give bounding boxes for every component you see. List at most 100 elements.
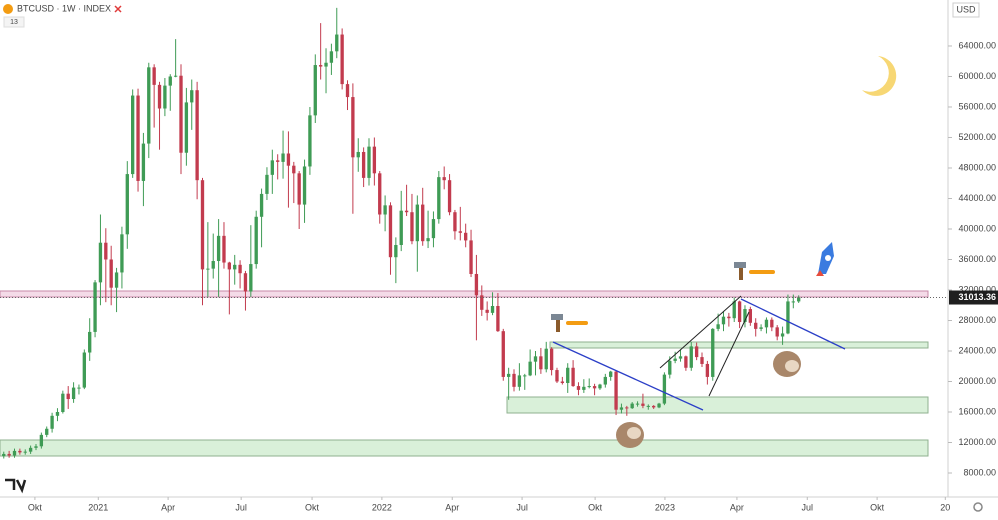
- candle-body: [694, 346, 699, 358]
- candle-body: [211, 261, 215, 269]
- candle-body: [651, 405, 656, 408]
- settings-icon[interactable]: [973, 502, 983, 512]
- y-tick-label: 44000.00: [958, 193, 996, 203]
- candle-body: [764, 319, 769, 328]
- candle-body: [759, 327, 763, 329]
- candle-body: [775, 327, 779, 337]
- candle-body: [351, 97, 355, 158]
- candle-body: [45, 428, 49, 435]
- candle-body: [93, 282, 97, 332]
- candle-body: [544, 348, 548, 370]
- header: BTCUSD · 1W · INDEX 13 USD: [3, 2, 980, 28]
- candle-body: [50, 415, 54, 429]
- candle-body: [141, 143, 146, 181]
- candle-body: [431, 219, 436, 239]
- x-tick-label: 2022: [372, 502, 392, 512]
- candle-body: [668, 360, 672, 375]
- candle-body: [233, 264, 237, 270]
- candle-body: [447, 180, 452, 213]
- badge-box: [3, 16, 25, 28]
- candle-body: [689, 346, 693, 368]
- candle-body: [324, 62, 328, 67]
- x-tick-label: Apr: [445, 502, 459, 512]
- drawings: [551, 56, 897, 448]
- currency: USD: [956, 4, 976, 14]
- candle-body: [82, 352, 86, 388]
- candle-body: [609, 371, 613, 377]
- candle-body: [394, 245, 398, 258]
- candle-body: [673, 358, 677, 361]
- trend-line: [552, 341, 704, 411]
- candle-body: [635, 403, 640, 405]
- candle-body: [490, 306, 495, 313]
- candle-body: [372, 146, 377, 174]
- candle-body: [512, 373, 516, 387]
- candle-body: [2, 453, 6, 457]
- candle-body: [335, 34, 339, 52]
- candle-body: [485, 309, 489, 313]
- candle-body: [517, 375, 522, 387]
- candle-body: [163, 85, 167, 109]
- x-tick-label: Okt: [305, 502, 320, 512]
- zones: [0, 290, 929, 457]
- candle-body: [727, 316, 731, 319]
- candle-body: [243, 273, 248, 292]
- hammer-icon: [734, 262, 775, 280]
- candle-body: [603, 376, 607, 385]
- candle-body: [410, 212, 414, 242]
- candle-body: [453, 212, 457, 232]
- candle-body: [114, 272, 119, 288]
- candle-body: [700, 357, 704, 364]
- x-tick-label: 2021: [88, 502, 108, 512]
- pattern-line: [708, 311, 750, 397]
- hammer-icon: [551, 314, 588, 332]
- candle-body: [587, 386, 591, 388]
- candle-body: [780, 333, 785, 337]
- y-tick-label: 20000.00: [958, 376, 996, 386]
- y-tick-label: 60000.00: [958, 71, 996, 81]
- x-tick-label: Jul: [802, 502, 814, 512]
- candle-body: [721, 316, 726, 325]
- sloth-icon: [616, 422, 644, 448]
- candle-body: [238, 264, 242, 274]
- x-tick-label: 2023: [655, 502, 675, 512]
- x-tick-label: Apr: [730, 502, 744, 512]
- candle-body: [399, 210, 403, 245]
- candle-body: [625, 407, 629, 409]
- candle-body: [383, 205, 387, 215]
- price-label-box: [949, 290, 998, 305]
- candle-body: [265, 174, 269, 194]
- candle-body: [528, 361, 532, 376]
- y-tick-label: 24000.00: [958, 345, 996, 355]
- candle-body: [292, 165, 296, 174]
- candle-body: [684, 356, 688, 368]
- candle-body: [195, 90, 199, 181]
- candle-body: [286, 153, 291, 166]
- x-tick-label: Okt: [588, 502, 603, 512]
- y-tick-label: 56000.00: [958, 101, 996, 111]
- candle-body: [662, 374, 667, 404]
- y-tick-label: 28000.00: [958, 315, 996, 325]
- candle-body: [18, 450, 22, 453]
- candle-body: [501, 331, 505, 377]
- candle-body: [614, 371, 618, 410]
- candle-body: [222, 235, 226, 263]
- candle-body: [131, 95, 135, 175]
- candle-body: [120, 234, 124, 273]
- candle-body: [77, 387, 81, 389]
- candle-body: [474, 273, 479, 296]
- currency-box[interactable]: [952, 2, 980, 18]
- sloth-icon: [773, 351, 801, 377]
- candle-body: [28, 447, 33, 452]
- candle-body: [249, 264, 253, 292]
- y-tick-label: 48000.00: [958, 162, 996, 172]
- candle-body: [678, 356, 683, 359]
- candle-body: [356, 151, 360, 158]
- candle-body: [329, 51, 334, 63]
- candle-body: [61, 393, 65, 412]
- candle-body: [705, 363, 710, 377]
- x-tick-label: 20: [940, 502, 950, 512]
- y-tick-label: 8000.00: [963, 467, 996, 477]
